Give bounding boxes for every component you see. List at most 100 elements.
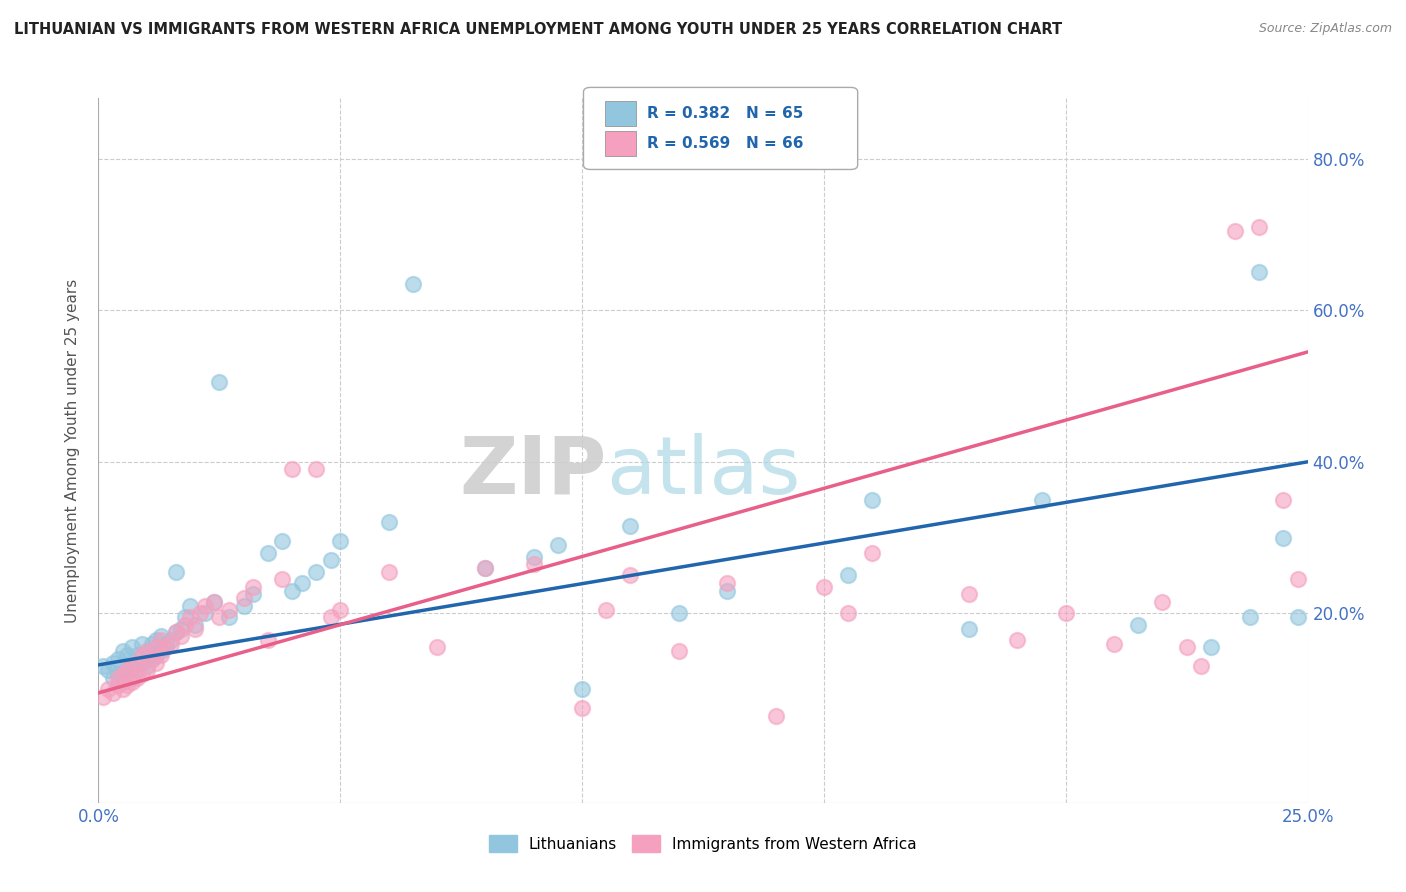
Point bbox=[131, 656, 153, 670]
Point bbox=[474, 561, 496, 575]
Point bbox=[188, 607, 211, 621]
Point bbox=[107, 678, 129, 692]
Point bbox=[135, 644, 157, 658]
Point bbox=[121, 659, 143, 673]
Point bbox=[127, 648, 149, 662]
Point bbox=[194, 599, 217, 613]
Point bbox=[1102, 637, 1125, 651]
Point bbox=[204, 595, 226, 609]
Point bbox=[813, 580, 835, 594]
Point bbox=[305, 462, 328, 476]
Point bbox=[141, 652, 163, 666]
Point bbox=[208, 376, 231, 390]
Point bbox=[184, 622, 207, 636]
Point bbox=[135, 663, 157, 677]
Point bbox=[1189, 659, 1212, 673]
Point bbox=[150, 629, 173, 643]
Point bbox=[107, 667, 129, 681]
Point bbox=[595, 602, 617, 616]
Point bbox=[127, 656, 149, 670]
Point bbox=[1128, 617, 1150, 632]
Point bbox=[150, 644, 173, 658]
Point bbox=[145, 648, 167, 662]
Point bbox=[101, 686, 124, 700]
Point bbox=[165, 625, 187, 640]
Point bbox=[91, 659, 114, 673]
Point bbox=[117, 663, 139, 677]
Text: R = 0.382   N = 65: R = 0.382 N = 65 bbox=[647, 106, 803, 120]
Point bbox=[150, 648, 173, 662]
Point bbox=[111, 674, 134, 689]
Point bbox=[169, 629, 191, 643]
Point bbox=[474, 561, 496, 575]
Point bbox=[668, 607, 690, 621]
Point bbox=[1286, 610, 1309, 624]
Point bbox=[150, 632, 173, 647]
Point bbox=[1249, 219, 1271, 234]
Point bbox=[179, 599, 201, 613]
Point bbox=[131, 667, 153, 681]
Point bbox=[232, 599, 254, 613]
Point bbox=[319, 610, 342, 624]
Point bbox=[107, 652, 129, 666]
Point bbox=[141, 637, 163, 651]
Point bbox=[121, 640, 143, 655]
Point bbox=[281, 462, 304, 476]
Point bbox=[837, 607, 859, 621]
Point bbox=[402, 277, 425, 291]
Point bbox=[242, 587, 264, 601]
Point bbox=[107, 671, 129, 685]
Point bbox=[1007, 632, 1029, 647]
Point bbox=[145, 656, 167, 670]
Point bbox=[837, 568, 859, 582]
Point bbox=[160, 632, 183, 647]
Point bbox=[716, 583, 738, 598]
Point bbox=[319, 553, 342, 567]
Point bbox=[426, 640, 449, 655]
Point bbox=[174, 610, 197, 624]
Point bbox=[194, 607, 217, 621]
Point bbox=[208, 610, 231, 624]
Point bbox=[329, 534, 352, 549]
Point bbox=[619, 568, 641, 582]
Point bbox=[97, 663, 120, 677]
Point bbox=[377, 516, 399, 530]
Point bbox=[121, 674, 143, 689]
Point bbox=[377, 565, 399, 579]
Point bbox=[121, 671, 143, 685]
Point bbox=[165, 565, 187, 579]
Point bbox=[141, 652, 163, 666]
Y-axis label: Unemployment Among Youth under 25 years: Unemployment Among Youth under 25 years bbox=[65, 278, 80, 623]
Point bbox=[97, 682, 120, 697]
Legend: Lithuanians, Immigrants from Western Africa: Lithuanians, Immigrants from Western Afr… bbox=[484, 829, 922, 859]
Point bbox=[111, 682, 134, 697]
Point bbox=[117, 663, 139, 677]
Point bbox=[1239, 610, 1261, 624]
Point bbox=[571, 682, 593, 697]
Point bbox=[160, 637, 183, 651]
Point bbox=[619, 519, 641, 533]
Point bbox=[121, 659, 143, 673]
Point bbox=[1272, 492, 1295, 507]
Point bbox=[329, 602, 352, 616]
Point bbox=[957, 587, 980, 601]
Point bbox=[1031, 492, 1053, 507]
Point bbox=[290, 576, 312, 591]
Point bbox=[179, 610, 201, 624]
Point bbox=[155, 637, 177, 651]
Point bbox=[1272, 531, 1295, 545]
Point bbox=[145, 632, 167, 647]
Point bbox=[174, 617, 197, 632]
Point bbox=[271, 534, 294, 549]
Point bbox=[155, 640, 177, 655]
Point bbox=[765, 708, 787, 723]
Point bbox=[232, 591, 254, 606]
Point bbox=[716, 576, 738, 591]
Text: atlas: atlas bbox=[606, 433, 800, 510]
Point bbox=[523, 549, 546, 564]
Point bbox=[305, 565, 328, 579]
Point bbox=[1199, 640, 1222, 655]
Point bbox=[1223, 224, 1246, 238]
Point bbox=[131, 637, 153, 651]
Point bbox=[91, 690, 114, 704]
